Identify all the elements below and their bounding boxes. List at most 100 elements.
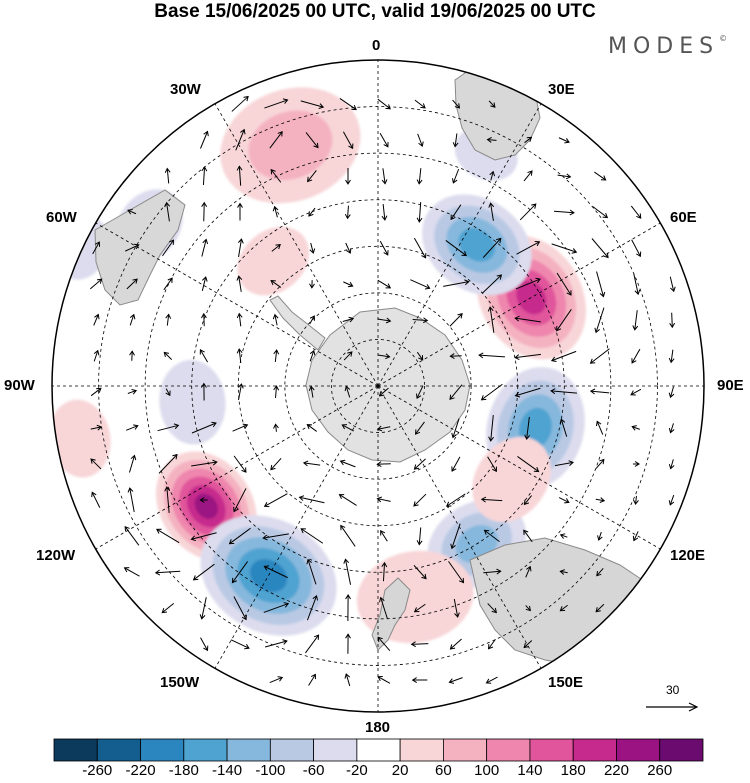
wind-arrow	[381, 561, 388, 582]
wind-arrow	[410, 279, 431, 290]
wind-arrow	[443, 279, 470, 287]
wind-arrow	[488, 202, 495, 221]
wind-arrow	[632, 310, 639, 331]
wind-arrow	[236, 312, 243, 327]
colorbar-tick-label: 180	[560, 762, 586, 779]
wind-arrow	[589, 348, 610, 364]
colorbar-swatch	[269, 738, 315, 762]
wind-arrow	[416, 168, 423, 185]
wind-arrow	[124, 525, 140, 546]
wind-arrow	[417, 133, 424, 148]
wind-arrow	[306, 594, 318, 621]
wind-arrow	[595, 497, 606, 503]
wind-arrow	[161, 602, 175, 614]
wind-arrow	[231, 95, 249, 112]
colorbar-tick-label: 60	[435, 762, 452, 779]
lon-label-150e: 150E	[548, 674, 584, 691]
wind-arrow	[345, 594, 352, 622]
wind-arrow	[344, 385, 351, 398]
wind-arrow	[514, 353, 541, 361]
wind-arrow	[595, 603, 605, 613]
anomaly-center	[52, 399, 111, 478]
lon-label-120e: 120E	[670, 547, 706, 564]
wind-arrow	[298, 495, 325, 504]
wind-arrow	[591, 238, 609, 259]
wind-arrow	[343, 281, 354, 288]
wind-arrow	[308, 385, 315, 398]
wind-arrow	[233, 596, 247, 621]
wind-arrow	[668, 349, 675, 364]
lon-label-120w: 120W	[36, 547, 76, 564]
wind-arrow	[379, 240, 389, 256]
wind-arrow	[556, 272, 572, 296]
anomaly-center	[422, 194, 532, 296]
wind-arrow	[487, 603, 497, 614]
new-zealand	[371, 577, 411, 651]
anomaly-center	[159, 359, 226, 445]
wind-arrow	[377, 636, 391, 651]
antarctic-peninsula	[269, 295, 326, 351]
colorbar-tick-label: -180	[168, 762, 199, 779]
wind-arrow	[668, 423, 675, 434]
wind-arrow	[633, 273, 641, 296]
wind-arrow	[128, 454, 137, 473]
wind-arrow	[517, 456, 540, 473]
anomaly-center	[237, 226, 310, 296]
map-title: Base 15/06/2025 00 UTC, valid 19/06/2025…	[154, 1, 596, 22]
map-border	[51, 59, 705, 713]
wind-arrow	[414, 421, 425, 435]
colorbar-swatch	[140, 738, 185, 762]
wind-arrow	[450, 204, 462, 221]
wind-arrow	[631, 425, 640, 431]
wind-arrow	[164, 486, 171, 513]
wind-arrow	[300, 528, 324, 544]
wind-arrow	[449, 353, 462, 359]
wind-arrow	[559, 604, 568, 612]
wind-arrow	[451, 418, 460, 439]
colorbar-swatch	[183, 738, 228, 762]
wind-arrow	[594, 171, 607, 181]
wind-arrow	[191, 421, 217, 434]
wind-arrow	[199, 497, 208, 503]
wind-arrow	[416, 527, 423, 546]
wind-arrow	[345, 168, 351, 185]
wind-arrow	[126, 278, 138, 290]
wind-arrow	[487, 306, 495, 333]
wind-arrow	[233, 455, 247, 473]
wind-arrow	[413, 603, 426, 613]
wind-arrow	[344, 205, 351, 220]
south-america-tip	[94, 189, 186, 306]
wind-arrow	[596, 271, 606, 298]
wind-arrow	[559, 569, 568, 575]
lon-label-90e: 90E	[717, 377, 744, 394]
wind-arrow	[594, 307, 605, 334]
wind-arrow	[92, 241, 101, 255]
wind-arrow	[452, 133, 459, 148]
wind-arrow	[270, 457, 282, 471]
wind-arrow	[91, 491, 101, 508]
wind-arrow	[379, 132, 389, 148]
lon-label-30w: 30W	[170, 81, 201, 98]
colorbar-tick-label: 220	[603, 762, 629, 779]
wind-arrow	[263, 493, 288, 508]
wind-arrow	[339, 98, 357, 111]
wind-arrow	[338, 494, 357, 506]
wind-arrow	[453, 598, 460, 618]
graticule	[52, 60, 704, 712]
wind-arrow	[525, 565, 532, 578]
wind-arrow	[123, 567, 140, 577]
wind-arrow	[411, 677, 428, 683]
wind-arrow	[378, 387, 389, 397]
wind-arrow	[262, 533, 289, 541]
wind-arrow	[559, 418, 568, 437]
wind-arrow	[201, 201, 208, 222]
reference-arrow	[646, 702, 699, 712]
wind-arrow	[163, 277, 173, 291]
wind-arrow	[264, 639, 288, 648]
wind-arrow	[416, 385, 424, 400]
wind-arrow	[201, 276, 208, 292]
wind-arrow	[236, 165, 243, 186]
latitude-circle	[331, 339, 425, 433]
wind-arrow	[480, 496, 503, 503]
wind-arrow	[381, 168, 388, 185]
